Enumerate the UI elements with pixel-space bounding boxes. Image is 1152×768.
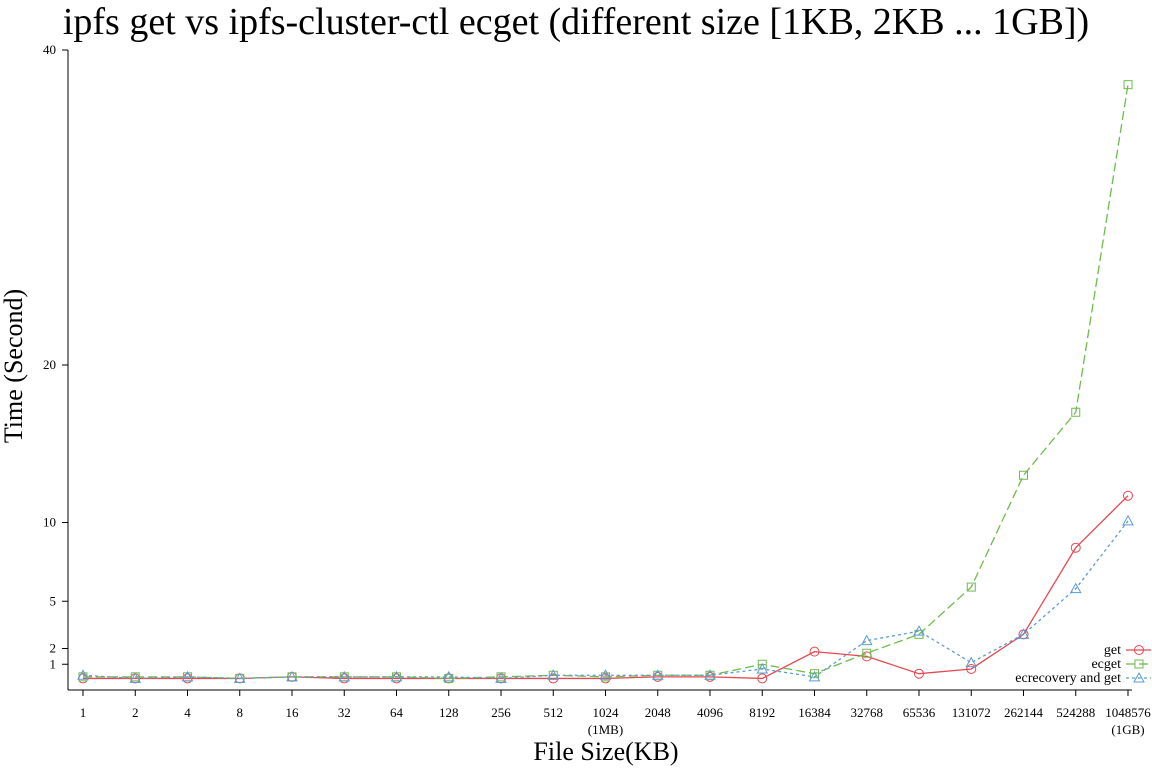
- data-point-get: [757, 673, 768, 684]
- data-point-ecrecovery: [913, 625, 925, 636]
- x-tick-label: 32: [338, 705, 351, 720]
- data-point-ecrecovery: [1069, 582, 1082, 594]
- x-tick-label: 1048576: [1105, 705, 1151, 720]
- y-axis-label: Time (Second): [0, 289, 28, 443]
- data-point-ecrecovery: [860, 634, 873, 646]
- legend-marker: [1133, 671, 1145, 683]
- series-ecget: [78, 80, 1133, 683]
- x-tick-label: 256: [491, 705, 511, 720]
- x-tick-label: 1: [80, 705, 87, 720]
- x-tick-label: 16: [286, 705, 300, 720]
- data-point-ecrecovery: [808, 670, 821, 682]
- data-point-get: [966, 663, 977, 674]
- y-tick-label: 40: [43, 42, 56, 57]
- y-tick-label: 20: [43, 357, 56, 372]
- legend-label: get: [1104, 643, 1121, 658]
- x-axis-label: File Size(KB): [533, 737, 678, 766]
- y-tick-label: 5: [50, 593, 57, 608]
- x-tick-label: 1024: [593, 705, 620, 720]
- data-point-ecrecovery: [1122, 514, 1134, 526]
- x-tick-sublabel: (1MB): [588, 722, 623, 737]
- x-tick-label: 4096: [697, 705, 724, 720]
- data-point-ecrecovery: [495, 672, 507, 683]
- data-point-ecrecovery: [338, 670, 351, 682]
- data-point-ecrecovery: [129, 672, 142, 683]
- data-point-ecrecovery: [1017, 628, 1030, 639]
- data-point-ecrecovery: [965, 656, 978, 668]
- series-line-ecget: [83, 84, 1129, 680]
- x-tick-label: 8: [237, 705, 244, 720]
- x-tick-label: 4: [184, 705, 191, 720]
- data-point-ecrecovery: [599, 669, 612, 680]
- data-point-ecrecovery: [756, 662, 769, 674]
- data-point-ecrecovery: [442, 670, 455, 682]
- data-point-ecget: [757, 659, 767, 669]
- data-point-ecget: [1071, 407, 1081, 417]
- x-tick-label: 32768: [851, 705, 884, 720]
- data-point-ecrecovery: [77, 669, 89, 680]
- legend-label: ecget: [1091, 657, 1121, 672]
- y-tick-label: 10: [43, 515, 56, 530]
- data-point-ecrecovery: [651, 669, 664, 680]
- data-point-ecget: [862, 648, 872, 658]
- data-point-get: [809, 646, 820, 657]
- x-tick-sublabel: (1GB): [1111, 722, 1144, 737]
- data-point-ecrecovery: [390, 670, 403, 682]
- y-tick-label: 1: [50, 656, 57, 671]
- series-line-ecrecovery: [82, 520, 1129, 680]
- x-tick-label: 512: [544, 705, 564, 720]
- legend-label: ecrecovery and get: [1015, 671, 1121, 686]
- data-point-ecrecovery: [704, 669, 716, 680]
- data-point-get: [1070, 542, 1081, 553]
- x-ticks: 1 2 4 8 16 32 64 128 256 512 1024 (1MB) 2048 4096 8192…: [80, 690, 1151, 737]
- data-point-ecrecovery: [233, 672, 246, 683]
- x-tick-label: 524288: [1056, 705, 1095, 720]
- x-tick-label: 262144: [1004, 705, 1044, 720]
- data-point-ecget: [966, 582, 976, 592]
- data-point-ecrecovery: [286, 670, 298, 682]
- x-tick-label: 16384: [798, 705, 831, 720]
- x-tick-label: 8192: [749, 705, 775, 720]
- x-tick-label: 128: [439, 705, 459, 720]
- x-tick-label: 131072: [952, 705, 991, 720]
- x-tick-label: 2048: [645, 705, 671, 720]
- series-ecrecovery: [77, 514, 1134, 683]
- data-point-ecget: [1123, 80, 1133, 90]
- data-point-ecget: [810, 669, 819, 679]
- legend-marker: [1134, 645, 1144, 655]
- y-tick-label: 2: [50, 641, 57, 656]
- x-tick-label: 64: [390, 705, 404, 720]
- series-get: [78, 490, 1133, 684]
- data-point-get: [914, 668, 924, 679]
- data-point-ecrecovery: [181, 670, 194, 682]
- x-tick-label: 2: [132, 705, 139, 720]
- data-point-ecrecovery: [547, 669, 560, 680]
- data-point-get: [1123, 490, 1133, 501]
- x-tick-label: 65536: [903, 705, 936, 720]
- legend-marker: [1134, 659, 1144, 669]
- series-group: [77, 80, 1134, 684]
- y-ticks: 12 5 10 20 40: [43, 42, 68, 671]
- chart-title: ipfs get vs ipfs-cluster-ctl ecget (diff…: [63, 1, 1089, 43]
- data-point-ecget: [1019, 470, 1028, 480]
